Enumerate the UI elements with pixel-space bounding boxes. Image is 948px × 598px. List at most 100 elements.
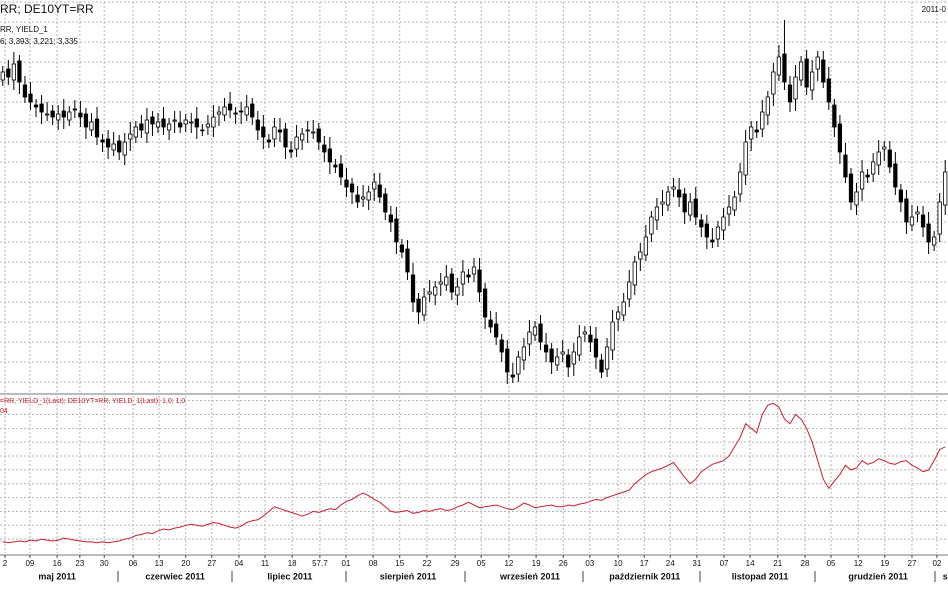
candle-body	[510, 374, 515, 378]
candle-body	[649, 216, 654, 235]
candle-body	[266, 139, 271, 143]
legend-values: 04	[0, 408, 8, 415]
candle-body	[311, 131, 316, 134]
candle-body	[543, 344, 549, 353]
candle-body	[699, 219, 704, 228]
candle-body	[593, 338, 599, 358]
x-tick-label: 27	[207, 559, 216, 568]
candle-body	[859, 171, 865, 190]
month-label: listopad 2011	[732, 571, 789, 581]
candle-body	[322, 144, 327, 153]
candle-body	[616, 311, 621, 320]
x-tick-label: 12	[504, 559, 513, 568]
x-tick-label: 03	[585, 559, 594, 568]
candle-body	[477, 269, 482, 293]
candle-body	[0, 71, 5, 81]
month-label: czerwiec 2011	[145, 571, 205, 581]
candle-body	[438, 281, 443, 285]
month-label: maj 2011	[38, 571, 76, 581]
candle-body	[72, 108, 77, 111]
candle-body	[715, 226, 721, 240]
candle-body	[582, 331, 587, 335]
candle-body	[499, 339, 504, 353]
candle-body	[288, 149, 294, 153]
candle-body	[305, 129, 310, 132]
candle-body	[915, 211, 920, 215]
candle-body	[710, 239, 715, 243]
candle-body	[904, 198, 909, 223]
candle-body	[737, 171, 743, 195]
candle-body	[521, 346, 527, 361]
marks	[0, 20, 948, 544]
x-tick-label: 14	[746, 559, 755, 568]
candle-body	[688, 201, 693, 216]
candle-body	[643, 236, 648, 256]
candle-body	[749, 126, 754, 140]
x-tick-label: 29	[451, 559, 460, 568]
candle-body	[943, 171, 948, 206]
candle-body	[133, 126, 138, 138]
candle-body	[28, 93, 33, 103]
candle-body	[610, 321, 615, 351]
candle-body	[488, 319, 493, 328]
candle-body	[887, 149, 892, 168]
candle-body	[460, 271, 466, 285]
candle-body	[222, 106, 227, 116]
candle-body	[848, 173, 854, 203]
candle-body	[555, 356, 560, 366]
x-tick-label: 26	[559, 559, 568, 568]
x-tick-label: 01	[341, 559, 350, 568]
candle-body	[150, 116, 155, 125]
candle-body	[333, 164, 338, 168]
candle-body	[466, 274, 471, 278]
x-tick-label: 16	[53, 559, 62, 568]
candle-body	[377, 184, 382, 198]
candle-body	[571, 351, 576, 365]
candle-body	[494, 323, 499, 338]
candle-body	[410, 274, 416, 303]
x-tick-label: 57.7	[312, 559, 328, 568]
candle-body	[78, 112, 83, 118]
candle-body	[33, 104, 39, 108]
candle-body	[632, 261, 637, 286]
candle-body	[22, 84, 28, 98]
candle-body	[45, 113, 50, 116]
candle-body	[327, 148, 332, 163]
candle-body	[183, 119, 188, 125]
candle-body	[754, 129, 759, 133]
candle-body	[239, 110, 244, 113]
candle-body	[449, 273, 454, 293]
candle-body	[588, 334, 593, 343]
line-series	[2, 402, 946, 544]
candle-body	[433, 286, 438, 296]
candle-body	[155, 121, 161, 128]
x-tick-label: 22	[422, 559, 431, 568]
candle-body	[876, 151, 881, 166]
candle-body	[726, 206, 732, 215]
candle-body	[338, 163, 344, 178]
candle-body	[355, 194, 360, 203]
candle-body	[760, 111, 765, 130]
candle-body	[227, 103, 233, 111]
candle-body	[654, 206, 660, 221]
candle-body	[216, 111, 222, 115]
candle-body	[200, 129, 205, 132]
candle-body	[399, 244, 405, 253]
candle-body	[117, 140, 122, 153]
candle-body	[638, 251, 643, 260]
candle-body	[909, 216, 915, 226]
candle-body	[61, 110, 66, 118]
x-tick-label: 11	[261, 559, 270, 568]
candle-body	[421, 296, 427, 316]
month-separators	[117, 571, 936, 582]
candle-body	[67, 111, 72, 121]
candle-body	[882, 146, 887, 150]
candle-body	[233, 112, 238, 115]
candle-body	[277, 129, 283, 133]
candle-body	[6, 68, 11, 78]
candle-body	[105, 138, 111, 148]
x-tick-label: 2	[3, 559, 8, 568]
candle-body	[139, 123, 144, 131]
